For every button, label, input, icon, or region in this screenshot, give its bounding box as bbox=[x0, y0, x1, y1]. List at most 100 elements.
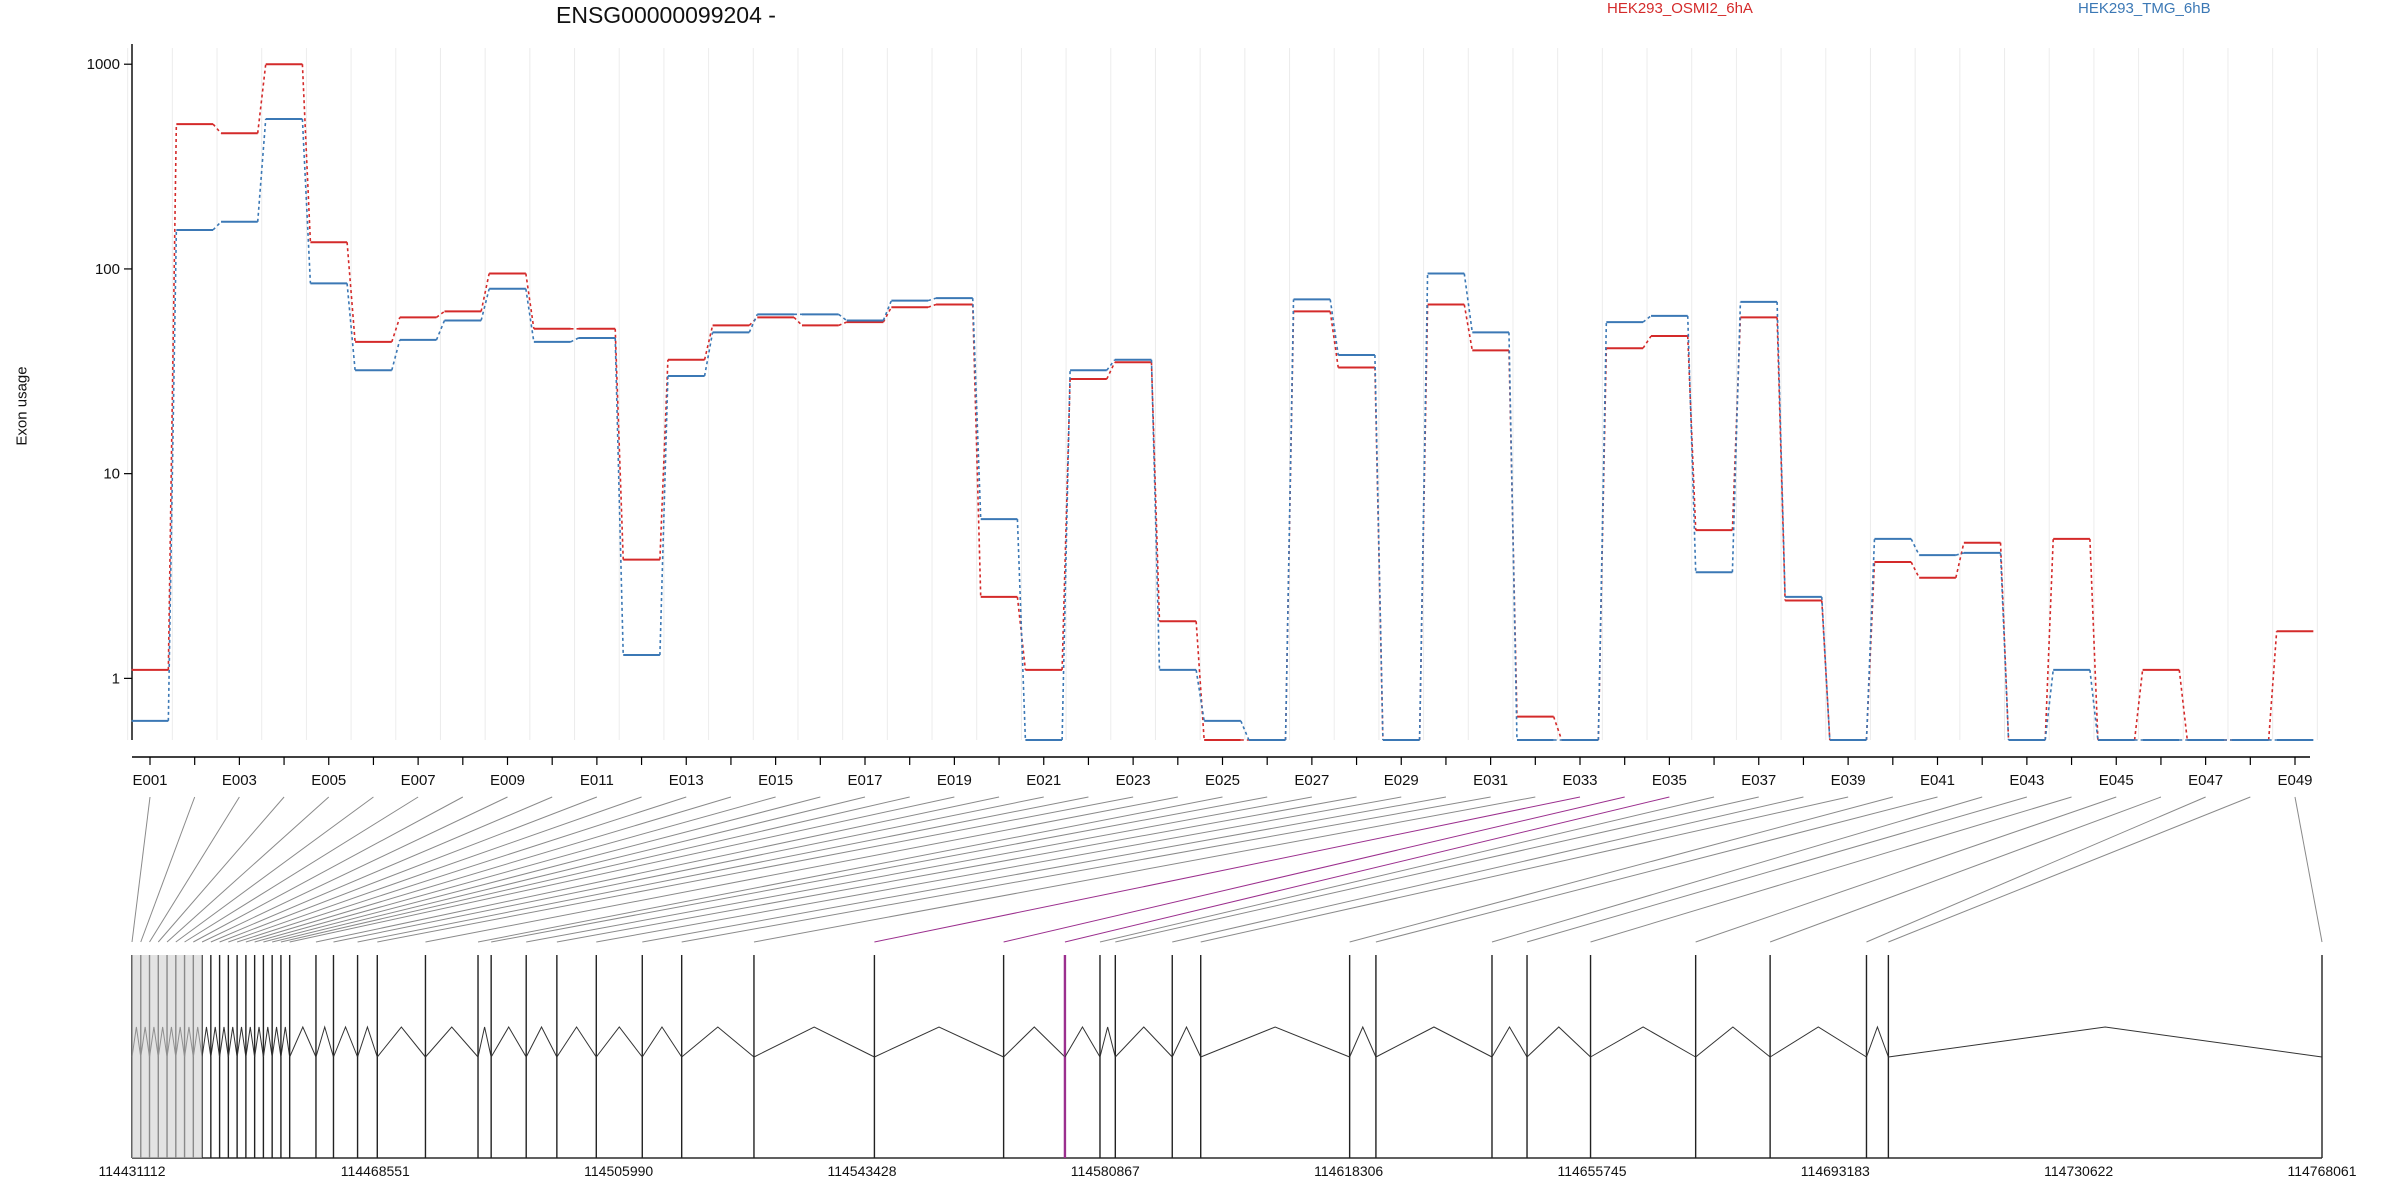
series-lines bbox=[131, 63, 2314, 741]
chart-title: ENSG00000099204 - bbox=[556, 2, 776, 28]
series-join bbox=[1642, 315, 1652, 323]
gene-coordinate-label: 114505990 bbox=[584, 1163, 653, 1179]
x-tick-label: E015 bbox=[758, 772, 793, 789]
legend-series-b: HEK293_TMG_6hB bbox=[2078, 0, 2211, 17]
series-join bbox=[256, 118, 267, 222]
exon-connector bbox=[254, 796, 776, 943]
x-tick-label: E045 bbox=[2099, 772, 2134, 789]
series-join bbox=[748, 316, 758, 326]
exon-connector bbox=[477, 796, 1223, 943]
exon-connector bbox=[184, 796, 419, 943]
intron-line bbox=[641, 1026, 683, 1058]
intron-line bbox=[236, 1026, 247, 1058]
intron-line bbox=[1171, 1025, 1202, 1058]
series-join bbox=[1776, 301, 1786, 597]
series-join bbox=[1999, 542, 2010, 741]
exon-connector bbox=[140, 796, 196, 943]
exon-connector bbox=[131, 796, 151, 943]
y-tick-label: 1 bbox=[112, 670, 120, 687]
series-join bbox=[435, 310, 445, 319]
series-join bbox=[570, 337, 579, 343]
exon-connector bbox=[219, 796, 598, 943]
series-join bbox=[212, 123, 222, 134]
series-join bbox=[212, 221, 222, 231]
intron-line bbox=[556, 1026, 597, 1058]
x-tick-label: E039 bbox=[1831, 772, 1866, 789]
gene-coordinate-label: 114580867 bbox=[1071, 1163, 1140, 1179]
series-join bbox=[167, 229, 178, 721]
exon-connector bbox=[1064, 796, 1670, 943]
exon-connector bbox=[596, 796, 1402, 943]
legend-series-a: HEK293_OSMI2_6hA bbox=[1607, 0, 1753, 17]
exon-connector bbox=[681, 796, 1491, 943]
intron-line bbox=[1200, 1026, 1350, 1058]
exon-connector bbox=[1695, 796, 2117, 943]
series-join bbox=[1106, 359, 1116, 371]
x-tick-label: E047 bbox=[2188, 772, 2223, 789]
series-a bbox=[131, 63, 2314, 741]
series-join bbox=[1463, 304, 1474, 351]
x-tick-label: E009 bbox=[490, 772, 525, 789]
exon-connector bbox=[166, 796, 330, 943]
series-join bbox=[167, 124, 178, 670]
x-tick-label: E043 bbox=[2009, 772, 2044, 789]
x-tick-label: E033 bbox=[1562, 772, 1597, 789]
series-join bbox=[346, 242, 356, 342]
exon-connector bbox=[315, 796, 1000, 943]
series-join bbox=[927, 303, 937, 308]
intron-line bbox=[219, 1026, 229, 1058]
exon-connector bbox=[2294, 796, 2323, 943]
series-join bbox=[971, 298, 982, 520]
exon-connector bbox=[1003, 796, 1625, 943]
exon-connector bbox=[526, 796, 1312, 943]
gene-coordinate-label: 114543428 bbox=[827, 1163, 896, 1179]
series-join bbox=[391, 339, 401, 371]
series-join bbox=[346, 283, 356, 371]
series-join bbox=[1463, 273, 1474, 333]
exon-connector bbox=[1172, 796, 1804, 943]
gene-coordinate-label: 114655745 bbox=[1557, 1163, 1626, 1179]
exon-connector bbox=[149, 796, 240, 943]
intron-line bbox=[262, 1026, 273, 1058]
exon-connectors bbox=[131, 796, 2323, 943]
intron-line bbox=[210, 1026, 221, 1058]
series-join bbox=[703, 332, 714, 377]
series-join bbox=[391, 317, 401, 343]
x-tick-label: E035 bbox=[1652, 772, 1687, 789]
series-join bbox=[793, 316, 803, 326]
exon-connector bbox=[210, 796, 553, 943]
intron-line bbox=[357, 1025, 378, 1058]
intron-line bbox=[477, 1026, 492, 1058]
exon-connector bbox=[1200, 796, 1849, 943]
exon-connector bbox=[491, 796, 1268, 943]
series-join bbox=[1374, 354, 1384, 741]
intron-line bbox=[425, 1026, 479, 1058]
intron-line bbox=[753, 1026, 875, 1058]
series-join bbox=[1955, 552, 1965, 556]
intron-line bbox=[1491, 1026, 1528, 1058]
x-tick-label: E027 bbox=[1294, 772, 1329, 789]
exon-connector bbox=[157, 796, 285, 943]
intron-line bbox=[1888, 1026, 2323, 1058]
intron-line bbox=[490, 1026, 527, 1058]
intron-line bbox=[245, 1026, 256, 1058]
x-tick-label: E003 bbox=[222, 772, 257, 789]
intron-line bbox=[595, 1026, 643, 1058]
series-join bbox=[614, 328, 625, 560]
gene-coordinate-label: 114768061 bbox=[2287, 1163, 2356, 1179]
x-tick-label: E025 bbox=[1205, 772, 1240, 789]
intron-line bbox=[280, 1026, 291, 1058]
exon-connector bbox=[201, 796, 508, 943]
exon-connector bbox=[1491, 796, 1983, 943]
series-join bbox=[838, 313, 848, 322]
series-join bbox=[1552, 716, 1563, 741]
series-join bbox=[882, 306, 893, 323]
x-tick-label: E041 bbox=[1920, 772, 1955, 789]
intron-line bbox=[1590, 1026, 1696, 1058]
intron-line bbox=[333, 1025, 359, 1058]
series-join bbox=[1686, 315, 1697, 573]
intron-line bbox=[289, 1025, 317, 1058]
series-join bbox=[1597, 322, 1608, 741]
y-axis: 1 10 100 1000 bbox=[87, 44, 133, 740]
gene-coordinate-label: 114431112 bbox=[99, 1163, 166, 1179]
